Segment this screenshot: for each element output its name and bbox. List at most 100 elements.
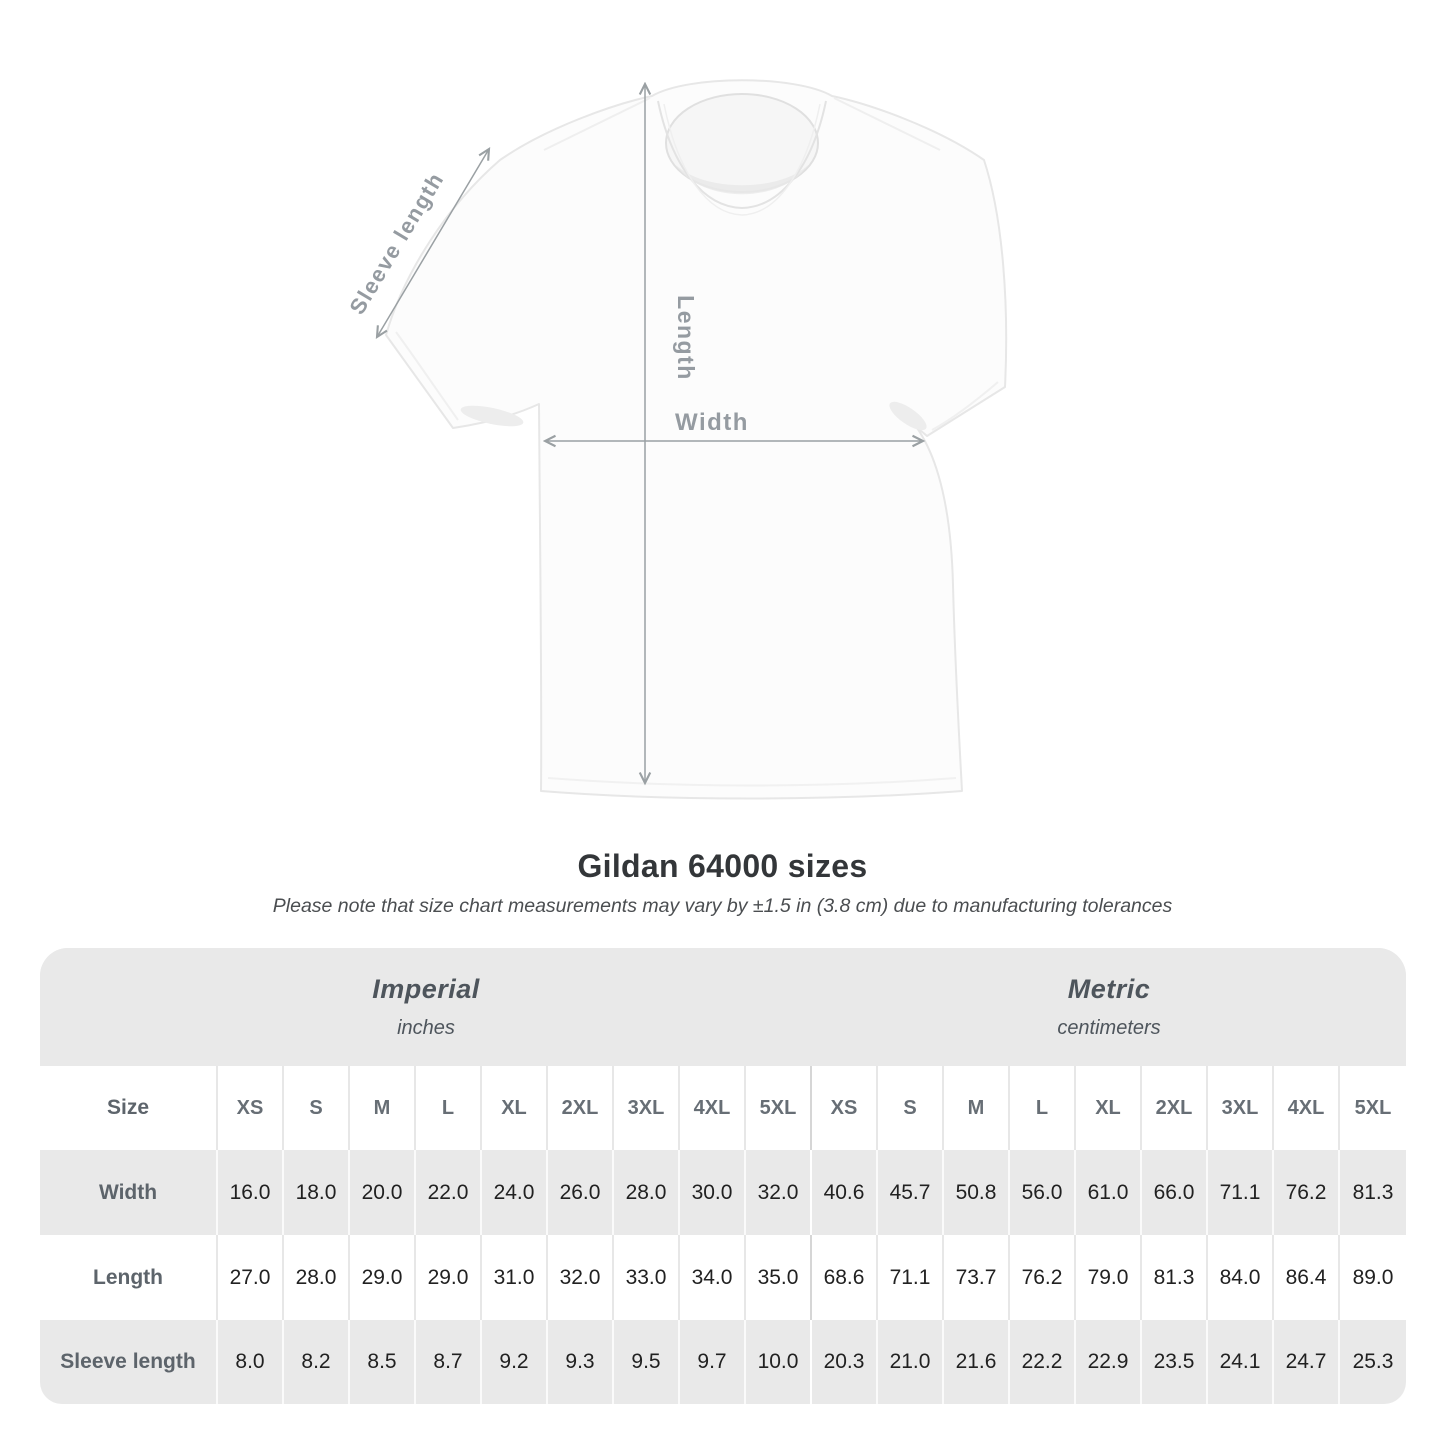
table-cell: 21.6 bbox=[944, 1320, 1010, 1404]
table-cell: 8.5 bbox=[350, 1320, 416, 1404]
underarm-shadow-right bbox=[889, 401, 927, 431]
table-cell: 28.0 bbox=[284, 1235, 350, 1320]
table-cell: 34.0 bbox=[680, 1235, 746, 1320]
row-label-sleeve-length: Sleeve length bbox=[40, 1320, 218, 1404]
table-cell: 22.0 bbox=[416, 1150, 482, 1235]
size-col-header: 5XL bbox=[1340, 1066, 1406, 1150]
table-cell: 9.7 bbox=[680, 1320, 746, 1404]
table-cell: 71.1 bbox=[1208, 1150, 1274, 1235]
table-cell: 89.0 bbox=[1340, 1235, 1406, 1320]
table-cell: 76.2 bbox=[1274, 1150, 1340, 1235]
hem-stitch bbox=[547, 777, 957, 787]
size-col-header: 4XL bbox=[1274, 1066, 1340, 1150]
table-cell: 8.0 bbox=[218, 1320, 284, 1404]
table-cell: 32.0 bbox=[746, 1150, 812, 1235]
table-cell: 31.0 bbox=[482, 1235, 548, 1320]
metric-group-title: Metric bbox=[1067, 974, 1151, 1004]
imperial-group-title: Imperial bbox=[372, 974, 480, 1004]
size-header-row: Size XS S M L XL 2XL 3XL 4XL 5XL XS S M … bbox=[40, 1066, 1406, 1150]
table-cell: 8.7 bbox=[416, 1320, 482, 1404]
table-cell: 73.7 bbox=[944, 1235, 1010, 1320]
table-cell: 18.0 bbox=[284, 1150, 350, 1235]
table-cell: 29.0 bbox=[350, 1235, 416, 1320]
size-col-header: 2XL bbox=[548, 1066, 614, 1150]
table-cell: 76.2 bbox=[1010, 1235, 1076, 1320]
collar-stitch-line bbox=[663, 103, 821, 216]
imperial-group-header: Imperial inches bbox=[40, 948, 812, 1066]
table-cell: 25.3 bbox=[1340, 1320, 1406, 1404]
width-label: Width bbox=[675, 409, 749, 436]
table-cell: 22.2 bbox=[1010, 1320, 1076, 1404]
table-cell: 26.0 bbox=[548, 1150, 614, 1235]
metric-group-header: Metric centimeters bbox=[812, 948, 1406, 1066]
size-col-header: XL bbox=[482, 1066, 548, 1150]
table-cell: 29.0 bbox=[416, 1235, 482, 1320]
size-col-header: S bbox=[284, 1066, 350, 1150]
sleeve-length-arrow bbox=[377, 149, 489, 337]
table-cell: 16.0 bbox=[218, 1150, 284, 1235]
underarm-shadow-left bbox=[460, 405, 524, 427]
measurement-arrows bbox=[377, 84, 923, 783]
shoulder-seam-left bbox=[543, 97, 651, 151]
row-label-width: Width bbox=[40, 1150, 218, 1235]
table-cell: 9.5 bbox=[614, 1320, 680, 1404]
width-row: Width 16.0 18.0 20.0 22.0 24.0 26.0 28.0… bbox=[40, 1150, 1406, 1235]
table-cell: 81.3 bbox=[1142, 1235, 1208, 1320]
tshirt-size-diagram: Width Length Sleeve length bbox=[344, 79, 1008, 800]
collar-inner-shadow bbox=[676, 165, 808, 195]
unit-group-header-row: Imperial inches Metric centimeters bbox=[40, 948, 1406, 1066]
table-cell: 68.6 bbox=[812, 1235, 878, 1320]
tshirt-body bbox=[385, 79, 1008, 800]
table-cell: 45.7 bbox=[878, 1150, 944, 1235]
size-col-header: XS bbox=[218, 1066, 284, 1150]
table-cell: 33.0 bbox=[614, 1235, 680, 1320]
table-cell: 24.7 bbox=[1274, 1320, 1340, 1404]
table-cell: 79.0 bbox=[1076, 1235, 1142, 1320]
table-cell: 20.3 bbox=[812, 1320, 878, 1404]
table-cell: 22.9 bbox=[1076, 1320, 1142, 1404]
tolerance-note: Please note that size chart measurements… bbox=[272, 895, 1173, 917]
table-cell: 30.0 bbox=[680, 1150, 746, 1235]
table-cell: 9.3 bbox=[548, 1320, 614, 1404]
table-cell: 9.2 bbox=[482, 1320, 548, 1404]
size-col-header: XS bbox=[812, 1066, 878, 1150]
table-cell: 86.4 bbox=[1274, 1235, 1340, 1320]
size-col-header: M bbox=[944, 1066, 1010, 1150]
table-cell: 23.5 bbox=[1142, 1320, 1208, 1404]
table-cell: 20.0 bbox=[350, 1150, 416, 1235]
size-col-header: M bbox=[350, 1066, 416, 1150]
size-col-header: 4XL bbox=[680, 1066, 746, 1150]
imperial-group-unit: inches bbox=[397, 1017, 455, 1039]
row-label-length: Length bbox=[40, 1235, 218, 1320]
size-col-header: L bbox=[1010, 1066, 1076, 1150]
size-col-header: 3XL bbox=[614, 1066, 680, 1150]
table-cell: 24.0 bbox=[482, 1150, 548, 1235]
table-cell: 28.0 bbox=[614, 1150, 680, 1235]
size-chart-table: Imperial inches Metric centimeters Size … bbox=[40, 948, 1406, 1404]
size-col-header: 2XL bbox=[1142, 1066, 1208, 1150]
tshirt-collar-seam bbox=[657, 100, 827, 210]
size-col-header: S bbox=[878, 1066, 944, 1150]
size-col-header: L bbox=[416, 1066, 482, 1150]
table-cell: 71.1 bbox=[878, 1235, 944, 1320]
table-cell: 32.0 bbox=[548, 1235, 614, 1320]
table-cell: 40.6 bbox=[812, 1150, 878, 1235]
size-corner-label: Size bbox=[40, 1066, 218, 1150]
tshirt-graphic bbox=[385, 79, 1008, 800]
table-cell: 61.0 bbox=[1076, 1150, 1142, 1235]
length-label: Length bbox=[673, 295, 699, 381]
table-cell: 66.0 bbox=[1142, 1150, 1208, 1235]
table-cell: 21.0 bbox=[878, 1320, 944, 1404]
cuff-stitch-right bbox=[931, 381, 999, 431]
size-col-header: 5XL bbox=[746, 1066, 812, 1150]
sleeve-length-row: Sleeve length 8.0 8.2 8.5 8.7 9.2 9.3 9.… bbox=[40, 1320, 1406, 1404]
table-cell: 84.0 bbox=[1208, 1235, 1274, 1320]
table-cell: 8.2 bbox=[284, 1320, 350, 1404]
cuff-stitch-left bbox=[395, 331, 459, 421]
table-cell: 56.0 bbox=[1010, 1150, 1076, 1235]
table-cell: 50.8 bbox=[944, 1150, 1010, 1235]
table-cell: 27.0 bbox=[218, 1235, 284, 1320]
metric-group-unit: centimeters bbox=[1057, 1017, 1161, 1039]
page-title: Gildan 64000 sizes bbox=[577, 848, 868, 884]
